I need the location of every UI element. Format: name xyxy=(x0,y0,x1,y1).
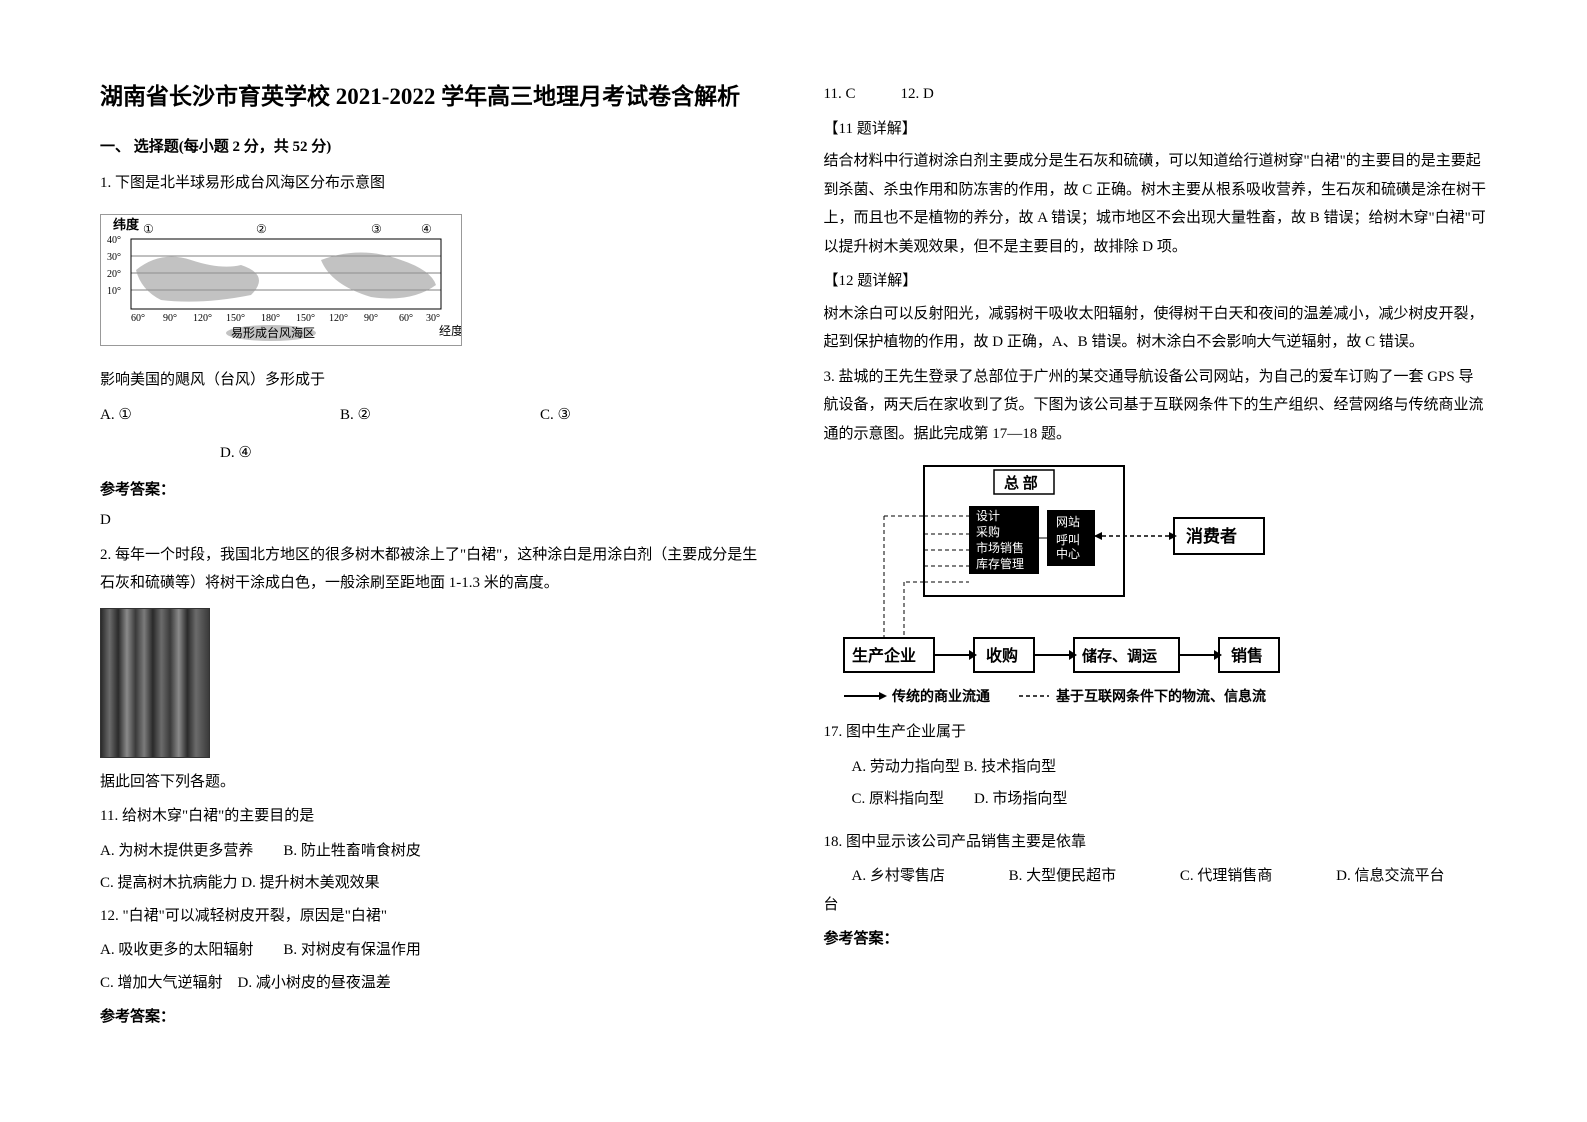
svg-text:收购: 收购 xyxy=(986,646,1018,665)
q18-choice-a: A. 乡村零售店 xyxy=(852,862,945,891)
q1-choice-c: C. ③ xyxy=(540,401,571,430)
q18-choice-c: C. 代理销售商 xyxy=(1180,862,1273,891)
q11-choice-cd: C. 提高树木抗病能力 D. 提升树木美观效果 xyxy=(100,869,764,898)
svg-text:市场销售: 市场销售 xyxy=(976,540,1024,555)
svg-text:60°: 60° xyxy=(131,313,145,324)
q1-choice-a: A. ① xyxy=(100,401,340,430)
q17-choice-cd: C. 原料指向型 D. 市场指向型 xyxy=(852,785,1488,814)
q1-choice-d: D. ④ xyxy=(220,439,764,468)
svg-text:库存管理: 库存管理 xyxy=(976,556,1024,571)
svg-text:销售: 销售 xyxy=(1231,646,1263,665)
q17-stem: 17. 图中生产企业属于 xyxy=(824,718,1488,747)
q12-choice-ab: A. 吸收更多的太阳辐射 B. 对树皮有保温作用 xyxy=(100,936,764,965)
right-column: 11. C 12. D 【11 题详解】 结合材料中行道树涂白剂主要成分是生石灰… xyxy=(824,80,1488,1042)
q2-answers: 11. C 12. D xyxy=(824,80,1488,109)
q17-choice-ab: A. 劳动力指向型 B. 技术指向型 xyxy=(852,753,1488,782)
svg-text:网站: 网站 xyxy=(1056,515,1080,529)
q18-choices: A. 乡村零售店 B. 大型便民超市 C. 代理销售商 D. 信息交流平台 xyxy=(852,862,1488,891)
map-lat-label: 纬度 xyxy=(113,217,140,232)
svg-text:消费者: 消费者 xyxy=(1186,526,1237,546)
explain12: 树木涂白可以反射阳光，减弱树干吸收太阳辐射，使得树干白天和夜间的温差减小，减少树… xyxy=(824,300,1488,357)
svg-text:采购: 采购 xyxy=(976,524,1000,539)
q12-stem: 12. "白裙"可以减轻树皮开裂，原因是"白裙" xyxy=(100,902,764,931)
q1-choice-b: B. ② xyxy=(340,401,540,430)
q3-diagram: 总 部 设计 采购 市场销售 库存管理 网站 呼叫 中心 消费者 生 xyxy=(824,458,1314,708)
map-arrow-text: 易形成台风海区 xyxy=(231,325,315,340)
q2-answer-label: 参考答案： xyxy=(100,1003,764,1032)
q18-choice-d: D. 信息交流平台 xyxy=(1336,862,1444,891)
q12-choice-cd: C. 增加大气逆辐射 D. 减小树皮的昼夜温差 xyxy=(100,969,764,998)
svg-text:经度: 经度 xyxy=(439,323,461,338)
q11-choice-ab: A. 为树木提供更多营养 B. 防止牲畜啃食树皮 xyxy=(100,837,764,866)
explain12-head: 【12 题详解】 xyxy=(824,267,1488,296)
q1-stem: 1. 下图是北半球易形成台风海区分布示意图 xyxy=(100,169,764,198)
q18-choice-b: B. 大型便民超市 xyxy=(1009,862,1117,891)
explain11: 结合材料中行道树涂白剂主要成分是生石灰和硫磺，可以知道给行道树穿"白裙"的主要目… xyxy=(824,147,1488,261)
svg-text:90°: 90° xyxy=(163,313,177,324)
map-circle-1: ① xyxy=(143,222,154,236)
svg-text:中心: 中心 xyxy=(1056,546,1080,561)
q11-stem: 11. 给树木穿"白裙"的主要目的是 xyxy=(100,802,764,831)
svg-text:40°: 40° xyxy=(107,235,121,246)
q1-map-figure: 纬度 ① ② ③ ④ 40° 30° 20° 10° 60° 90° 120° … xyxy=(100,214,462,346)
svg-text:储存、调运: 储存、调运 xyxy=(1082,647,1157,665)
q2-sub: 据此回答下列各题。 xyxy=(100,768,764,797)
q1-answer-label: 参考答案： xyxy=(100,476,764,505)
q18-tail: 台 xyxy=(824,891,1488,920)
svg-text:总 部: 总 部 xyxy=(1004,474,1038,492)
svg-text:120°: 120° xyxy=(193,313,212,324)
svg-text:呼叫: 呼叫 xyxy=(1056,533,1080,547)
q3-stem: 3. 盐城的王先生登录了总部位于广州的某交通导航设备公司网站，为自己的爱车订购了… xyxy=(824,363,1488,449)
svg-text:60°: 60° xyxy=(399,313,413,324)
svg-text:180°: 180° xyxy=(261,313,280,324)
svg-text:30°: 30° xyxy=(107,252,121,263)
explain11-head: 【11 题详解】 xyxy=(824,115,1488,144)
q1-choices: A. ① B. ② C. ③ xyxy=(100,401,764,430)
q2-stem: 2. 每年一个时段，我国北方地区的很多树木都被涂上了"白裙"，这种涂白是用涂白剂… xyxy=(100,541,764,598)
svg-text:基于互联网条件下的物流、信息流: 基于互联网条件下的物流、信息流 xyxy=(1056,688,1266,705)
q3-answer-label: 参考答案： xyxy=(824,925,1488,954)
svg-text:30°: 30° xyxy=(426,313,440,324)
exam-title: 湖南省长沙市育英学校 2021-2022 学年高三地理月考试卷含解析 xyxy=(100,80,764,115)
left-column: 湖南省长沙市育英学校 2021-2022 学年高三地理月考试卷含解析 一、 选择… xyxy=(100,80,764,1042)
svg-text:10°: 10° xyxy=(107,286,121,297)
map-circle-3: ③ xyxy=(371,222,382,236)
svg-text:设计: 设计 xyxy=(976,509,1000,523)
svg-text:90°: 90° xyxy=(364,313,378,324)
q1-answer: D xyxy=(100,506,764,535)
map-circle-4: ④ xyxy=(421,222,432,236)
map-circle-2: ② xyxy=(256,222,267,236)
q2-photo xyxy=(100,608,210,758)
svg-text:150°: 150° xyxy=(226,313,245,324)
q18-stem: 18. 图中显示该公司产品销售主要是依靠 xyxy=(824,828,1488,857)
svg-text:120°: 120° xyxy=(329,313,348,324)
svg-text:150°: 150° xyxy=(296,313,315,324)
svg-text:20°: 20° xyxy=(107,269,121,280)
section-1-head: 一、 选择题(每小题 2 分，共 52 分) xyxy=(100,133,764,162)
q1-sub: 影响美国的飓风（台风）多形成于 xyxy=(100,366,764,395)
svg-text:生产企业: 生产企业 xyxy=(852,646,916,665)
svg-text:传统的商业流通: 传统的商业流通 xyxy=(891,688,990,705)
